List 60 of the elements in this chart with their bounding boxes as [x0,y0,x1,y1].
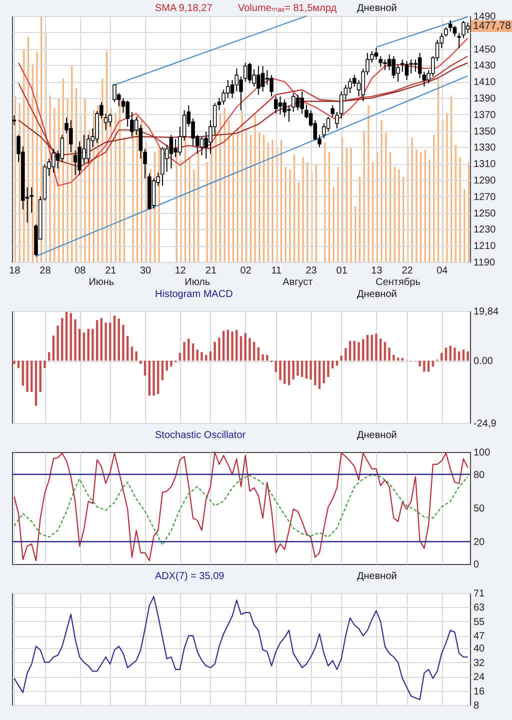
y-tick-label: 40 [474,644,486,655]
y-tick-label: 47 [474,631,486,642]
y-tick-label: 1490 [474,12,496,22]
x-tick-label: 04 [436,266,448,276]
y-tick-label: 1230 [474,224,496,236]
x-tick-label: Август [282,277,314,288]
y-tick-label: 1430 [474,60,496,72]
x-tick-label: 18 [9,266,21,276]
y-tick-label: -24,9 [474,418,497,430]
y-tick-label: 1350 [474,126,496,138]
text: Volumeₘₐₓ= 81,5млрд [238,3,337,14]
y-tick-label: 1290 [474,176,496,186]
chart-title: ADX(7) = 35,09 [155,571,225,582]
y-tick-label: 24 [474,672,486,684]
x-tick-label: 02 [240,266,252,276]
y-tick-label: 1190 [474,258,496,268]
x-tick-label: 11 [271,266,282,276]
x-tick-label: 01 [336,266,348,276]
x-tick-label: 21 [205,266,217,276]
y-tick-label: 63 [474,602,486,614]
x-tick-label: 21 [105,266,117,276]
y-tick-label: 1390 [474,94,496,104]
x-tick-label: 30 [140,266,152,276]
y-tick-label: 20 [474,537,486,548]
x-tick-label: 13 [371,266,383,276]
text: Дневной [357,289,397,300]
y-tick-label: 55 [474,616,486,628]
x-tick-label: Сентябрь [376,277,420,288]
y-tick-label: 8 [474,700,480,712]
y-tick-label: 1410 [474,77,496,88]
text: Дневной [357,571,397,582]
y-tick-label: 16 [474,686,486,698]
x-tick-label: 23 [306,266,318,276]
y-tick-label: 50 [474,504,486,514]
y-tick-label: 1270 [474,192,496,203]
y-tick-label: 100 [474,448,491,458]
y-tick-label: 0 [474,560,480,570]
y-tick-label: 0.00 [474,356,494,368]
x-tick-label: Июнь [88,277,114,288]
y-tick-label: 19,84 [474,306,499,318]
x-tick-label: 12 [174,266,186,276]
x-tick-label: 08 [74,266,86,276]
y-tick-label: 1310 [474,159,496,170]
x-tick-label: 28 [40,266,52,276]
x-tick-label: 22 [402,266,414,276]
y-tick-label: 1450 [474,44,496,56]
text: Дневной [357,3,397,14]
y-tick-label: 1210 [474,241,496,252]
y-tick-label: 32 [474,658,486,669]
y-tick-label: 1370 [474,110,496,121]
chart-title: SMA 9,18,27 [155,3,213,14]
text: 1477,78 [473,20,512,32]
y-tick-label: 71 [474,588,486,600]
y-tick-label: 80 [474,470,486,481]
y-tick-label: 1330 [474,142,496,154]
chart-title: Stochastic Oscillator [155,430,246,441]
text: Дневной [357,430,397,441]
chart-title: Histogram MACD [155,289,233,300]
x-tick-label: Июль [184,277,210,288]
y-tick-label: 1250 [474,208,496,220]
